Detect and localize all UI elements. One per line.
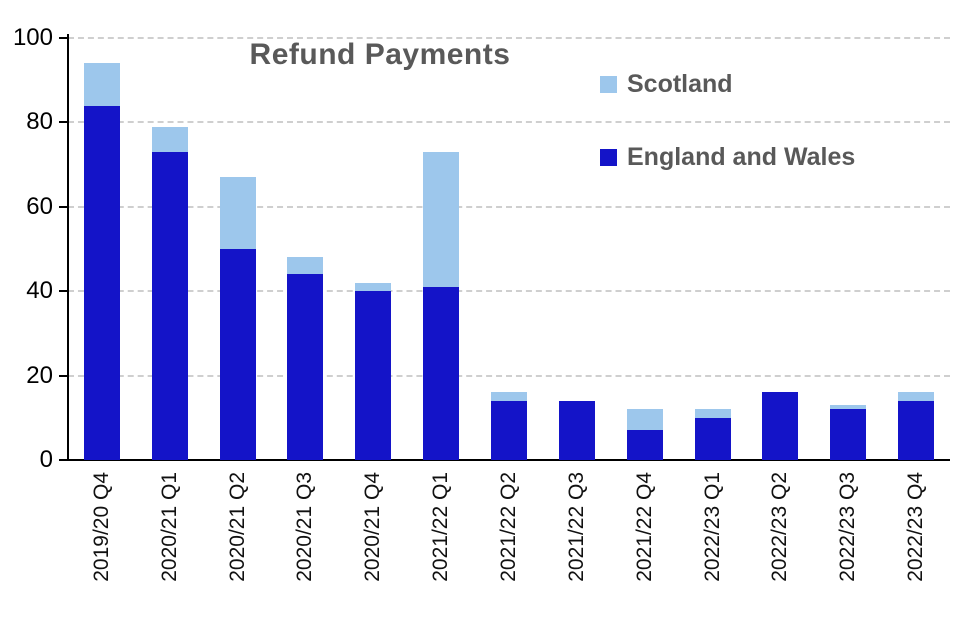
bar-segment	[219, 177, 256, 249]
y-axis-tick	[59, 37, 68, 39]
y-axis-tick	[59, 459, 68, 461]
bar-segment	[287, 274, 324, 460]
x-axis-category-label: 2020/21 Q2	[225, 472, 249, 582]
bar-segment	[151, 126, 188, 152]
bar-segment	[626, 430, 663, 460]
y-axis-tick	[59, 290, 68, 293]
y-axis-tick-label: 40	[26, 277, 53, 305]
y-axis-line	[67, 34, 69, 460]
bar-segment	[898, 392, 935, 401]
y-axis-tick-label: 100	[12, 24, 53, 51]
bar-segment	[355, 282, 392, 292]
legend-label: Scotland	[627, 70, 733, 98]
legend-item: England and Wales	[600, 143, 855, 172]
x-axis-category-label: 2022/23 Q4	[904, 472, 928, 582]
x-axis-category-label: 2020/21 Q1	[157, 472, 181, 582]
legend-item: Scotland	[600, 70, 855, 99]
legend-swatch-icon	[600, 149, 617, 166]
legend: Scotland England and Wales	[600, 70, 855, 216]
gridline	[68, 374, 950, 377]
x-axis-category-label: 2021/22 Q1	[429, 472, 453, 582]
gridline	[68, 205, 950, 208]
bar-segment	[830, 405, 867, 410]
y-axis-tick	[59, 205, 68, 208]
bar-segment	[219, 249, 256, 460]
x-axis-category-label: 2019/20 Q4	[89, 472, 113, 582]
gridline	[68, 121, 950, 124]
x-axis-category-label: 2022/23 Q3	[836, 472, 860, 582]
x-axis-category-label: 2022/23 Q2	[768, 472, 792, 582]
gridline	[68, 37, 950, 39]
bar-segment	[830, 409, 867, 460]
x-axis-line	[67, 459, 950, 461]
bar-segment	[491, 400, 527, 460]
bar-segment	[694, 417, 731, 460]
y-axis-tick-label: 60	[26, 192, 53, 220]
y-axis-tick	[59, 374, 68, 377]
x-axis-category-label: 2021/22 Q3	[564, 472, 588, 582]
bar-segment	[151, 151, 188, 460]
bar-segment	[491, 392, 527, 401]
y-axis-tick-label: 80	[26, 108, 53, 136]
bar-segment	[423, 286, 460, 460]
bar-segment	[423, 151, 460, 287]
y-axis-tick-label: 0	[39, 446, 53, 473]
bar-segment	[355, 291, 392, 460]
x-axis-category-label: 2021/22 Q2	[497, 472, 520, 582]
bar-segment	[898, 400, 935, 460]
legend-swatch-icon	[600, 76, 617, 93]
chart-title: Refund Payments	[249, 38, 511, 71]
bar-segment	[83, 105, 120, 460]
bar-segment	[558, 400, 595, 460]
x-axis-category-label: 2021/22 Q4	[632, 472, 656, 582]
bar-segment	[762, 392, 799, 460]
gridline	[68, 290, 950, 293]
y-axis-tick	[59, 121, 68, 124]
bar-segment	[626, 409, 663, 431]
bar-segment	[694, 409, 731, 418]
x-axis-category-label: 2020/21 Q4	[361, 472, 385, 582]
bar-segment	[83, 63, 120, 106]
x-axis-category-label: 2022/23 Q1	[700, 472, 724, 582]
x-axis-category-label: 2020/21 Q3	[293, 472, 317, 582]
bar-segment	[287, 257, 324, 275]
y-axis-tick-label: 20	[26, 361, 53, 389]
legend-label: England and Wales	[627, 143, 856, 171]
